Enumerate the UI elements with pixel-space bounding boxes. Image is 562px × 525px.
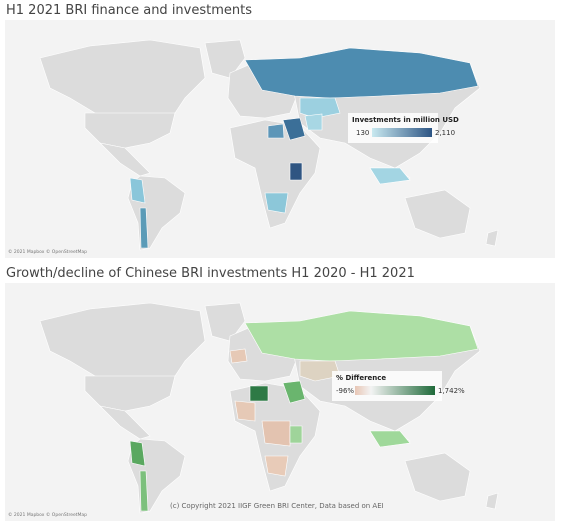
country [267, 123, 285, 139]
country [129, 440, 146, 467]
country [249, 385, 269, 402]
legend-title: % Difference [336, 374, 386, 382]
map-1 [39, 39, 499, 251]
attribution: © 2021 Mapbox © OpenStreetMap [8, 248, 87, 255]
country [129, 177, 146, 204]
country [261, 420, 291, 447]
attribution: © 2021 Mapbox © OpenStreetMap [8, 511, 87, 518]
country [282, 117, 306, 141]
country [369, 430, 411, 448]
country [289, 425, 303, 444]
country [244, 47, 479, 99]
country [299, 97, 341, 119]
country [289, 162, 303, 181]
country [299, 360, 341, 382]
legend-max: 1,742% [438, 387, 465, 395]
country [282, 380, 306, 404]
country [244, 310, 479, 362]
legend-min: -96% [336, 387, 354, 395]
legend-title: Investments in million USD [352, 116, 459, 124]
copyright: (c) Copyright 2021 IIGF Green BRI Center… [170, 502, 384, 510]
legend-gradient [355, 386, 435, 395]
country [304, 113, 323, 131]
map-title: Growth/decline of Chinese BRI investment… [6, 266, 415, 281]
map-title: H1 2021 BRI finance and investments [6, 3, 252, 18]
country [139, 470, 149, 512]
legend-gradient [372, 128, 432, 137]
legend-min: 130 [356, 129, 369, 137]
country [369, 167, 411, 185]
map-2 [39, 302, 499, 514]
country [264, 455, 289, 477]
country [234, 400, 256, 422]
country [264, 192, 289, 214]
legend-max: 2,110 [435, 129, 455, 137]
country [229, 348, 248, 364]
country [139, 207, 149, 249]
